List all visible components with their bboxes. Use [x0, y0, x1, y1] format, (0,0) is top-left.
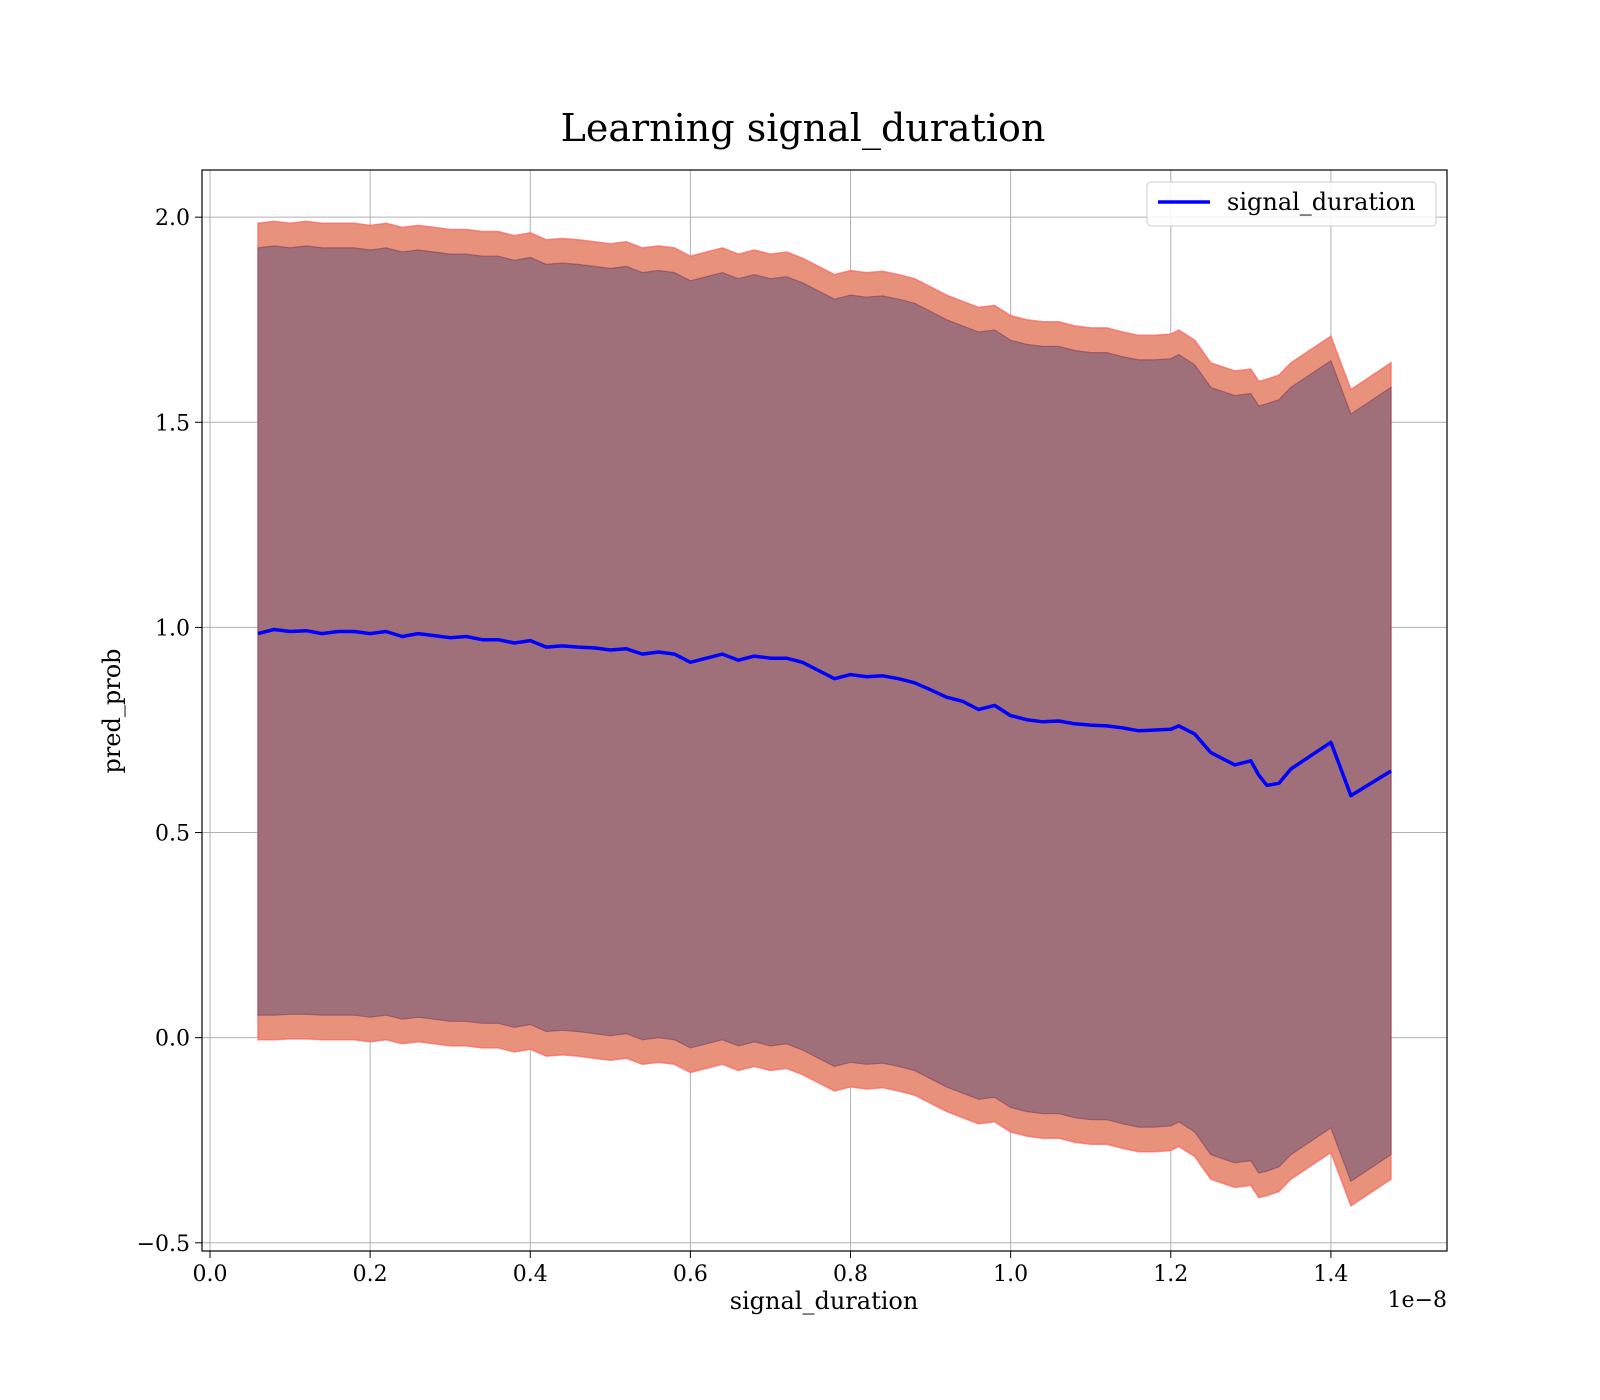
inner-uncertainty-band [257, 245, 1392, 1183]
y-axis: −0.5 0.0 0.5 1.0 1.5 2.0 [137, 206, 202, 1257]
x-axis-label: signal_duration [730, 1287, 919, 1315]
y-tick-label: 0.0 [155, 1027, 190, 1052]
x-axis: 0.0 0.2 0.4 0.6 0.8 1.0 1.2 1.4 [193, 1251, 1348, 1287]
y-tick-label: 0.5 [155, 822, 190, 847]
y-tick-label: −0.5 [137, 1232, 190, 1257]
x-tick-label: 0.0 [193, 1262, 228, 1287]
y-tick-label: 2.0 [155, 206, 190, 231]
x-tick-label: 1.4 [1313, 1262, 1348, 1287]
x-tick-label: 0.2 [353, 1262, 388, 1287]
x-tick-label: 1.0 [993, 1262, 1028, 1287]
x-tick-label: 0.6 [673, 1262, 708, 1287]
x-axis-offset-label: 1e−8 [1388, 1288, 1447, 1313]
legend: signal_duration [1146, 181, 1437, 227]
y-tick-label: 1.5 [155, 411, 190, 436]
series-line-signal-duration [257, 627, 1392, 798]
x-tick-label: 0.8 [833, 1262, 868, 1287]
legend-box [1146, 181, 1437, 227]
y-axis-label: pred_prob [98, 648, 126, 773]
y-tick-label: 1.0 [155, 616, 190, 641]
axes-frame [201, 169, 1448, 1252]
x-tick-label: 1.2 [1153, 1262, 1188, 1287]
x-tick-label: 0.4 [513, 1262, 548, 1287]
chart-title: Learning signal_duration [561, 106, 1046, 151]
plot-area [257, 220, 1392, 1208]
legend-entry-label: signal_duration [1227, 188, 1416, 216]
